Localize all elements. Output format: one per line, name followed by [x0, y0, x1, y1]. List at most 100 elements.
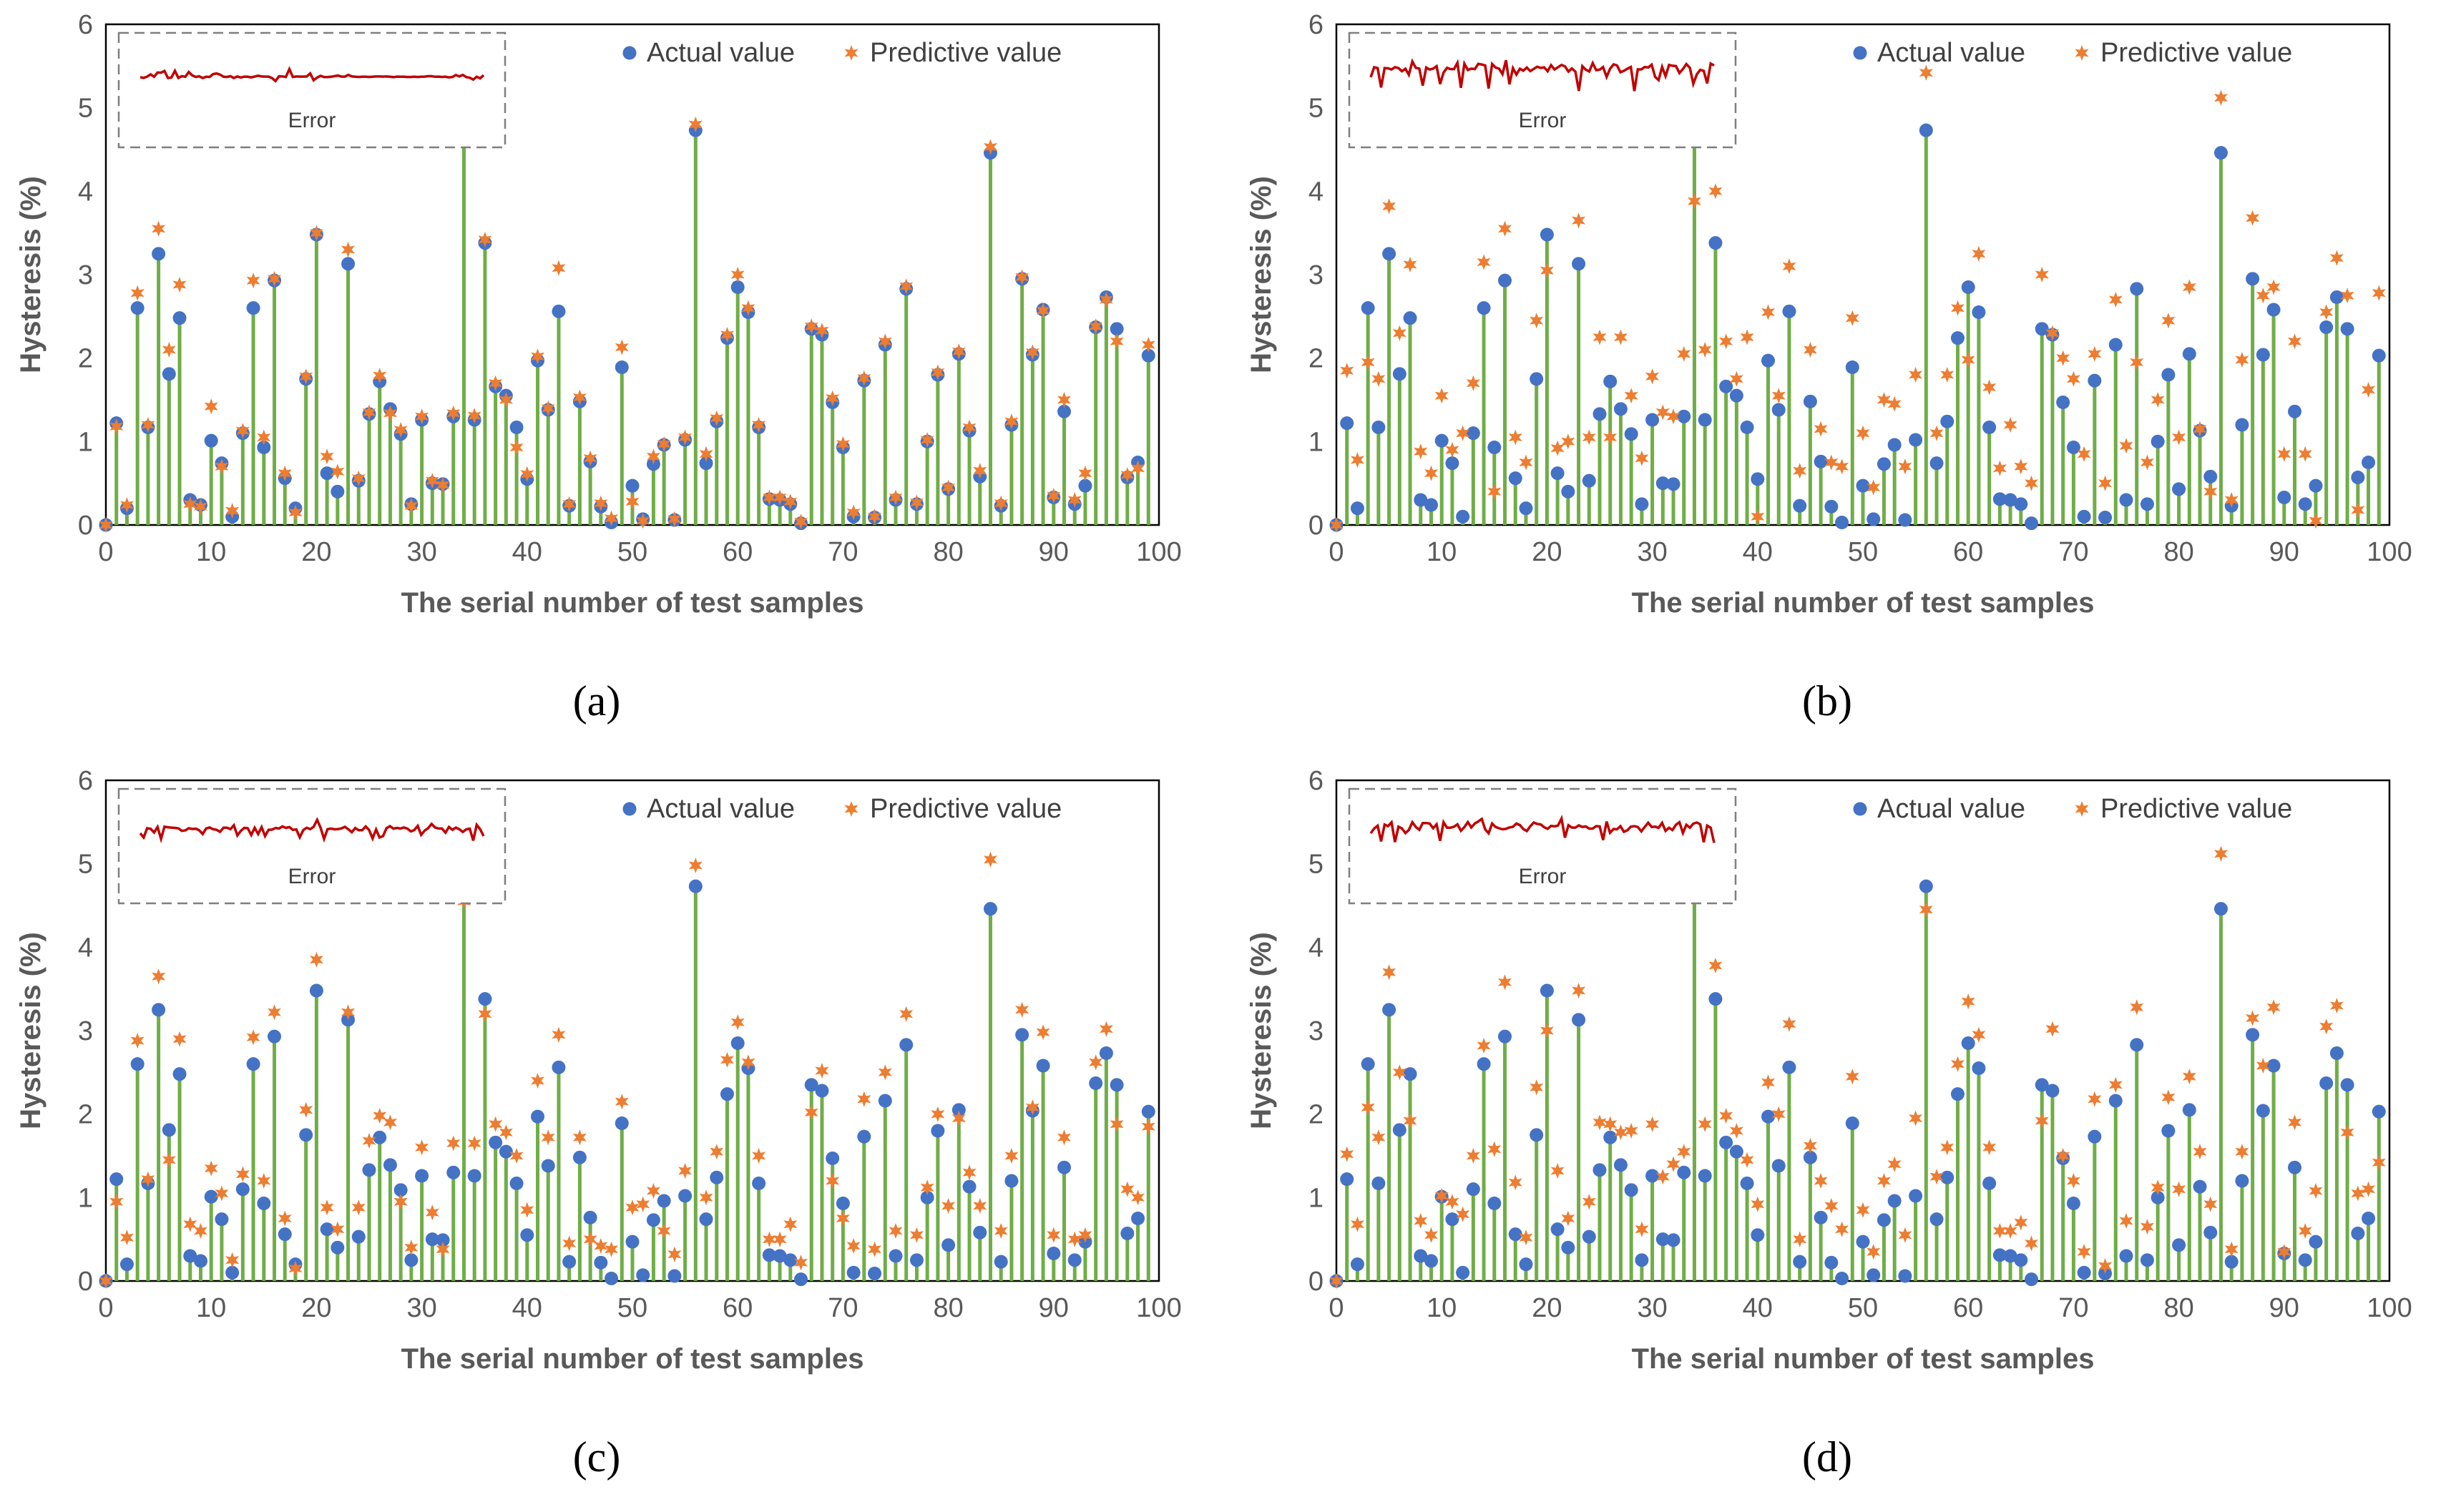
predicted-point	[1561, 433, 1575, 450]
actual-point	[1761, 353, 1776, 368]
predicted-point	[804, 318, 818, 335]
actual-point	[531, 1109, 545, 1124]
actual-point	[2340, 1078, 2354, 1092]
actual-point	[1824, 1255, 1839, 1270]
predicted-point	[1719, 333, 1733, 350]
inset-frame	[1348, 787, 1737, 905]
actual-point	[2098, 511, 2113, 524]
actual-point	[1508, 1227, 1522, 1242]
actual-point	[2077, 1265, 2091, 1280]
predicted-point	[2003, 1223, 2017, 1239]
actual-point	[1708, 992, 1723, 1006]
predicted-point	[489, 375, 503, 391]
predicted-point	[783, 494, 798, 510]
actual-point	[1929, 1212, 1944, 1227]
predicted-point	[478, 232, 492, 247]
actual-point	[499, 1144, 513, 1159]
actual-point	[1845, 360, 1859, 374]
actual-point	[1057, 1160, 1072, 1174]
actual-point	[605, 1272, 619, 1285]
actual-point	[172, 1067, 187, 1081]
actual-point	[1719, 1135, 1733, 1149]
actual-point	[2288, 1160, 2302, 1174]
y-tick-label: 6	[1308, 10, 1324, 40]
predicted-point	[1740, 1152, 1754, 1168]
actual-point	[1477, 1057, 1491, 1071]
predicted-point	[415, 1139, 429, 1156]
x-tick-label: 90	[2269, 1293, 2299, 1323]
actual-point	[2309, 478, 2323, 493]
predicted-point	[984, 139, 997, 155]
predicted-point	[836, 1210, 850, 1227]
actual-point	[941, 1238, 956, 1252]
predicted-point	[762, 1231, 776, 1247]
predicted-point	[1498, 220, 1512, 237]
predicted-point	[1782, 1016, 1796, 1032]
actual-point	[1877, 457, 1891, 471]
actual-point	[1371, 421, 1386, 434]
actual-point	[1887, 1194, 1902, 1208]
actual-point	[962, 1179, 977, 1194]
x-tick-label: 90	[2269, 537, 2299, 567]
actual-point	[204, 433, 218, 448]
actual-point	[2256, 1104, 2270, 1118]
predicted-point	[1719, 1108, 1733, 1124]
y-tick-label: 6	[78, 10, 93, 40]
x-tick-label: 60	[1953, 537, 1983, 567]
inset-label: Error	[288, 109, 336, 132]
predicted-point	[1004, 413, 1019, 430]
predicted-point	[1677, 1144, 1691, 1160]
predicted-point	[2214, 845, 2228, 862]
actual-point	[1078, 478, 1092, 493]
actual-point	[2003, 1249, 2017, 1263]
predicted-point	[2014, 1214, 2028, 1231]
predicted-point	[1729, 1123, 1743, 1139]
predicted-point	[1004, 1148, 1019, 1164]
actual-point	[1561, 484, 1575, 499]
actual-point	[1729, 1144, 1743, 1159]
predicted-point	[1141, 1119, 1155, 1135]
y-tick-label: 0	[1308, 511, 1324, 541]
predicted-point	[962, 419, 977, 436]
predicted-point	[288, 1260, 303, 1277]
error-series-line	[140, 66, 485, 83]
predicted-point	[909, 1227, 924, 1243]
y-tick-label: 2	[1308, 1100, 1324, 1130]
y-tick-label: 1	[1308, 427, 1324, 457]
predicted-point	[541, 400, 555, 416]
actual-point	[625, 478, 640, 493]
inset-label: Error	[288, 865, 336, 888]
predicted-point	[1782, 258, 1796, 275]
actual-point	[1340, 1172, 1354, 1187]
actual-point	[383, 1158, 397, 1172]
actual-point	[994, 1255, 1008, 1269]
x-tick-label: 70	[2058, 537, 2088, 567]
y-tick-label: 2	[1308, 344, 1324, 374]
actual-point	[1445, 1212, 1459, 1227]
predicted-point	[1624, 1123, 1638, 1139]
predicted-point	[2003, 417, 2017, 433]
predicted-point	[2372, 285, 2386, 301]
predicted-point	[1919, 64, 1933, 81]
x-tick-label: 100	[2367, 537, 2412, 567]
panel-label: (a)	[573, 677, 621, 725]
actual-point	[836, 1197, 850, 1210]
predicted-point	[1067, 492, 1082, 508]
predicted-point	[2172, 1181, 2186, 1197]
actual-point	[172, 311, 187, 325]
actual-point	[1856, 478, 1870, 493]
actual-point	[2329, 290, 2344, 304]
actual-point	[1677, 1165, 1691, 1179]
predicted-point	[657, 1223, 671, 1239]
predicted-point	[2066, 370, 2080, 387]
actual-point	[720, 1087, 734, 1101]
actual-point	[1613, 1158, 1628, 1172]
y-tick-label: 2	[78, 1100, 93, 1130]
predicted-point	[2161, 313, 2176, 329]
predicted-point	[204, 398, 218, 415]
predicted-point	[278, 1210, 292, 1227]
actual-point	[2298, 497, 2312, 511]
actual-point	[730, 1036, 745, 1050]
predicted-point	[836, 436, 850, 452]
actual-point	[1603, 1130, 1618, 1144]
